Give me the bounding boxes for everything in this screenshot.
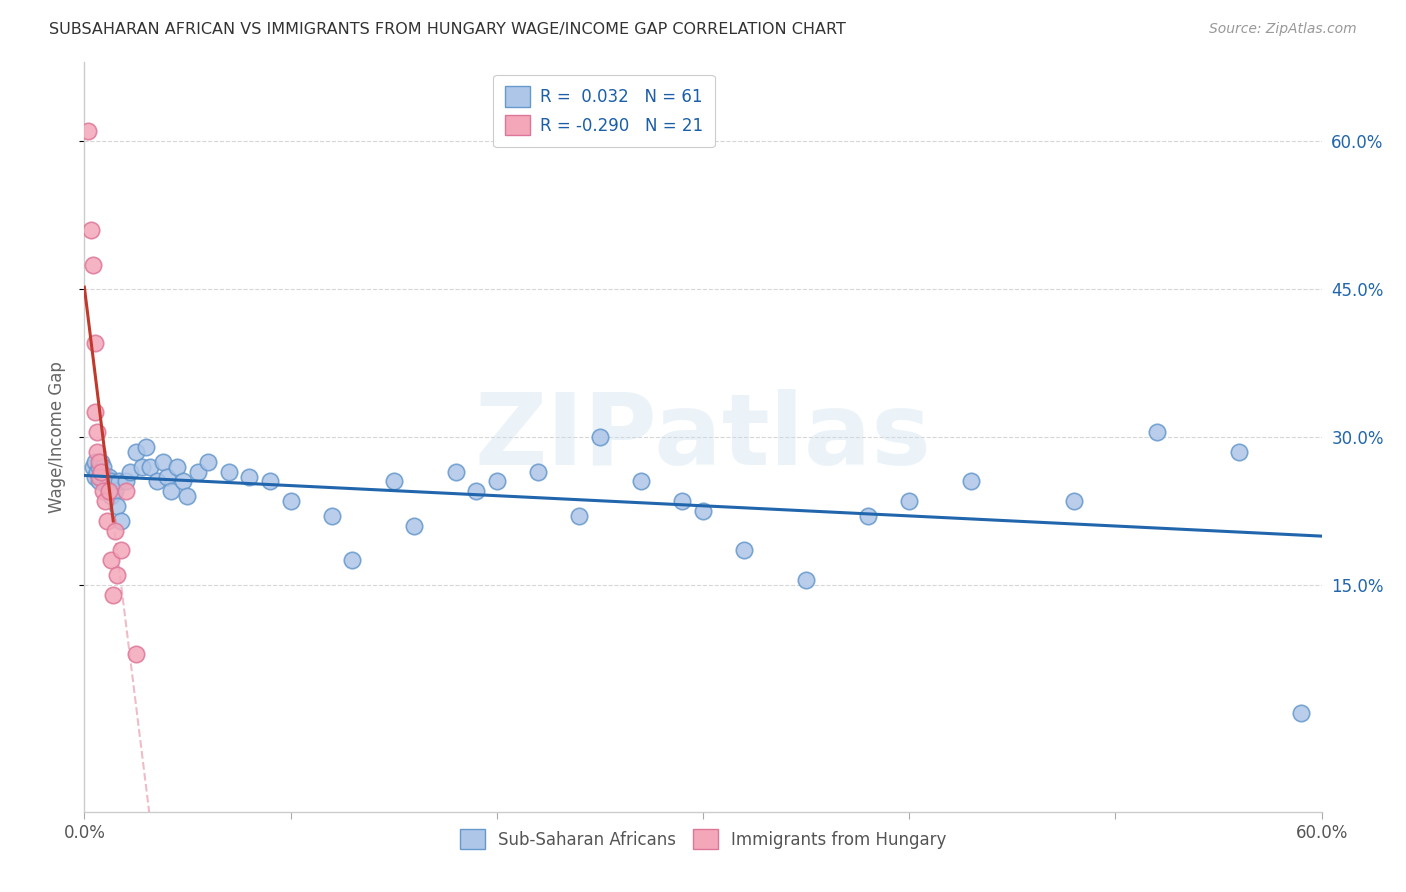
Text: Source: ZipAtlas.com: Source: ZipAtlas.com [1209, 22, 1357, 37]
Legend: Sub-Saharan Africans, Immigrants from Hungary: Sub-Saharan Africans, Immigrants from Hu… [453, 822, 953, 855]
Point [90, 465, 112, 479]
Point [321, 508, 343, 523]
Point [96, 514, 118, 528]
Point [733, 543, 755, 558]
Point [98, 484, 121, 499]
Point [176, 489, 198, 503]
Point [156, 469, 179, 483]
Point [342, 553, 364, 567]
Text: ZIPatlas: ZIPatlas [475, 389, 931, 485]
Point [131, 459, 153, 474]
Point [197, 455, 219, 469]
Point [79, 223, 101, 237]
Point [1063, 494, 1085, 508]
Point [794, 573, 817, 587]
Point [105, 568, 128, 582]
Point [218, 465, 240, 479]
Point [91, 459, 114, 474]
Point [404, 518, 426, 533]
Point [103, 484, 125, 499]
Point [90, 455, 112, 469]
Point [100, 553, 122, 567]
Point [108, 475, 131, 489]
Point [118, 465, 141, 479]
Point [527, 465, 550, 479]
Point [135, 440, 157, 454]
Point [87, 455, 110, 469]
Point [86, 465, 108, 479]
Point [187, 465, 209, 479]
Point [94, 469, 117, 483]
Point [83, 405, 105, 419]
Point [114, 475, 136, 489]
Point [94, 475, 117, 489]
Point [104, 484, 127, 499]
Point [382, 475, 405, 489]
Point [125, 647, 148, 661]
Point [91, 484, 114, 499]
Point [83, 336, 105, 351]
Point [104, 524, 127, 538]
Point [100, 475, 122, 489]
Point [238, 469, 260, 483]
Point [152, 455, 174, 469]
Point [90, 469, 112, 483]
Point [105, 499, 128, 513]
Point [125, 445, 148, 459]
Point [1289, 706, 1312, 720]
Text: SUBSAHARAN AFRICAN VS IMMIGRANTS FROM HUNGARY WAGE/INCOME GAP CORRELATION CHART: SUBSAHARAN AFRICAN VS IMMIGRANTS FROM HU… [49, 22, 846, 37]
Point [1227, 445, 1250, 459]
Point [87, 469, 110, 483]
Point [87, 475, 110, 489]
Point [83, 455, 105, 469]
Point [86, 425, 108, 439]
Point [172, 475, 194, 489]
Point [259, 475, 281, 489]
Point [856, 508, 879, 523]
Point [87, 459, 110, 474]
Point [485, 475, 508, 489]
Point [630, 475, 652, 489]
Point [898, 494, 921, 508]
Point [110, 514, 132, 528]
Point [96, 479, 118, 493]
Point [589, 430, 612, 444]
Point [465, 484, 488, 499]
Point [114, 484, 136, 499]
Point [86, 445, 108, 459]
Point [100, 489, 122, 503]
Point [671, 494, 693, 508]
Point [77, 124, 100, 138]
Point [94, 494, 117, 508]
Point [960, 475, 983, 489]
Point [82, 258, 104, 272]
Point [280, 494, 302, 508]
Point [98, 469, 121, 483]
Point [1146, 425, 1168, 439]
Point [83, 469, 105, 483]
Point [166, 459, 188, 474]
Point [139, 459, 162, 474]
Point [110, 543, 132, 558]
Point [568, 508, 591, 523]
Y-axis label: Wage/Income Gap: Wage/Income Gap [48, 361, 66, 513]
Point [145, 475, 167, 489]
Point [160, 484, 183, 499]
Point [82, 459, 104, 474]
Point [692, 504, 714, 518]
Point [444, 465, 467, 479]
Point [103, 588, 125, 602]
